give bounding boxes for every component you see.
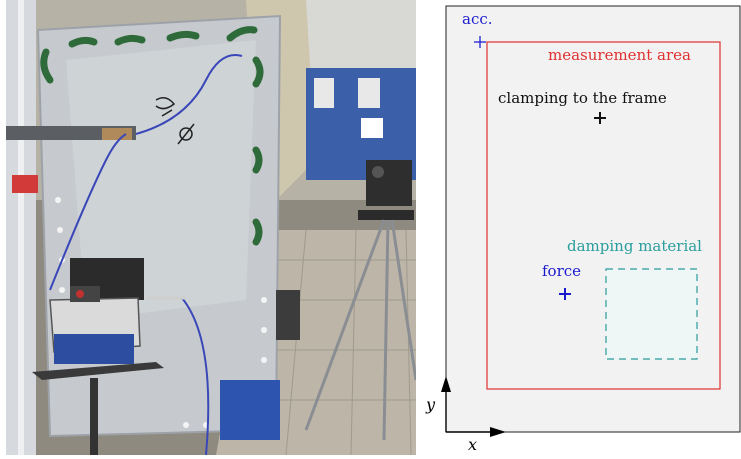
clamping-marker: [594, 112, 606, 124]
measurement-area-rect: [486, 41, 721, 390]
plate-schematic: acc. measurement area clamping to the fr…: [420, 0, 741, 455]
force-marker: [559, 288, 571, 300]
acc-label: acc.: [462, 10, 493, 28]
y-axis-label: y: [425, 395, 436, 414]
plate-outline: [445, 5, 741, 433]
x-arrow-icon: [490, 427, 506, 437]
test-rig-photo: [6, 0, 416, 455]
measurement-area-label: measurement area: [548, 46, 691, 64]
damping-material-rect: [605, 268, 698, 360]
damping-material-label: damping material: [567, 237, 702, 255]
photo-illustration: [6, 0, 416, 455]
axis-arrows: [441, 376, 506, 437]
x-axis-label: x: [468, 435, 477, 454]
schematic-svg: acc. measurement area clamping to the fr…: [425, 5, 741, 454]
accelerometer-marker: [474, 36, 486, 48]
force-label: force: [542, 262, 581, 280]
clamping-label: clamping to the frame: [498, 89, 667, 107]
laser-vibrometer: [366, 160, 412, 206]
y-arrow-icon: [441, 376, 451, 392]
